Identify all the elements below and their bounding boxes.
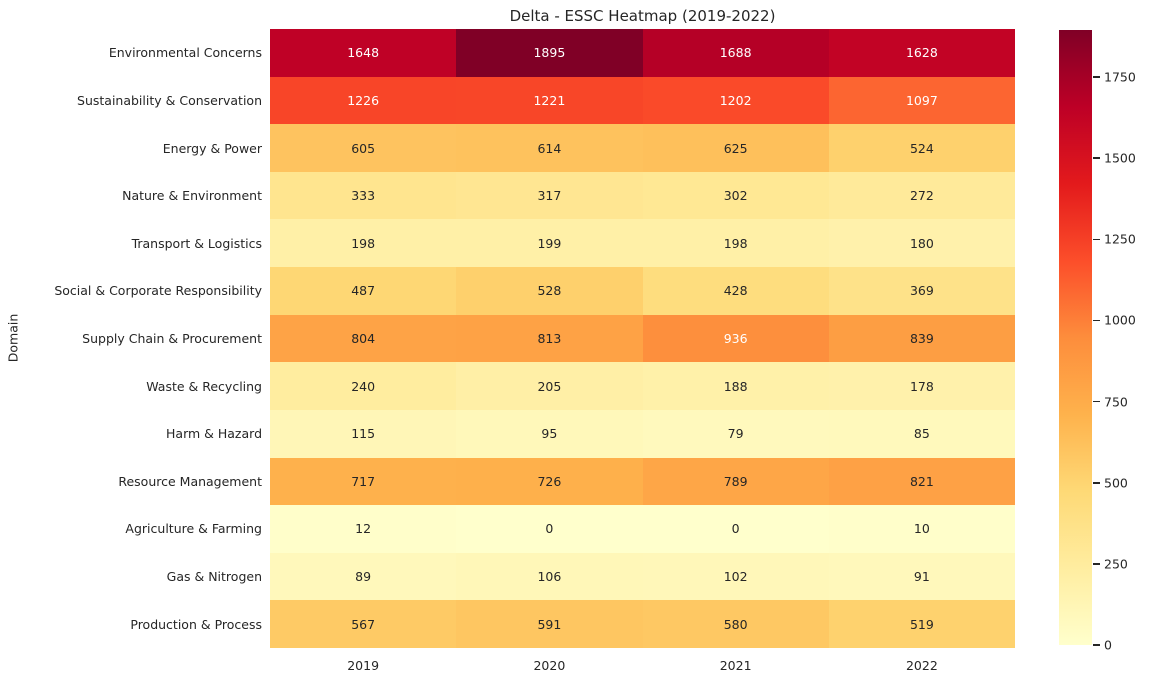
colorbar-tick-label: 1000 bbox=[1104, 312, 1136, 328]
heatmap-cell: 804 bbox=[270, 314, 457, 363]
colorbar-tick-label: 0 bbox=[1104, 637, 1112, 653]
heatmap-cell: 106 bbox=[456, 552, 643, 601]
y-tick-label: Gas & Nitrogen bbox=[166, 569, 262, 584]
heatmap-cell: 369 bbox=[828, 267, 1015, 315]
colorbar-gradient bbox=[1059, 30, 1092, 645]
y-tick-label: Production & Process bbox=[130, 616, 262, 632]
colorbar-tick-label: 250 bbox=[1104, 556, 1128, 572]
heatmap-cell: 524 bbox=[828, 124, 1015, 172]
heatmap-cell: 1648 bbox=[270, 29, 457, 77]
heatmap-grid: 1648 1895 1688 1628 1226 1221 1202 1097 605 614 62… bbox=[270, 29, 1015, 648]
heatmap-cell: 198 bbox=[642, 219, 829, 268]
heatmap-cell: 85 bbox=[828, 409, 1015, 458]
heatmap-cell: 115 bbox=[270, 409, 457, 458]
heatmap-cell: 91 bbox=[828, 552, 1015, 601]
x-tick-label: 2020 bbox=[533, 657, 566, 673]
heatmap-cell: 89 bbox=[270, 552, 457, 601]
heatmap-cell: 240 bbox=[270, 362, 457, 410]
heatmap-cell: 1202 bbox=[642, 76, 829, 125]
colorbar-tick-label: 1250 bbox=[1104, 231, 1136, 247]
colorbar-tick-label: 750 bbox=[1104, 394, 1128, 410]
colorbar-tick-mark bbox=[1093, 319, 1100, 322]
heatmap-cell: 717 bbox=[270, 457, 457, 506]
y-tick-label: Resource Management bbox=[118, 473, 262, 489]
heatmap-cell: 12 bbox=[270, 505, 457, 553]
heatmap-cell: 839 bbox=[828, 314, 1015, 363]
y-tick-label: Agriculture & Farming bbox=[125, 521, 262, 537]
x-tick-label: 2021 bbox=[719, 657, 752, 673]
heatmap-cell: 79 bbox=[642, 409, 829, 458]
heatmap-cell: 821 bbox=[828, 457, 1015, 506]
heatmap-cell: 1688 bbox=[642, 29, 829, 77]
heatmap-cell: 789 bbox=[642, 457, 829, 506]
chart-title: Delta - ESSC Heatmap (2019-2022) bbox=[509, 7, 776, 25]
y-tick-labels: Environmental Concerns Sustainability & C… bbox=[0, 29, 262, 648]
colorbar-tick-label: 500 bbox=[1104, 475, 1128, 491]
colorbar-tick-label: 1500 bbox=[1104, 150, 1136, 166]
y-tick-label: Nature & Environment bbox=[122, 188, 262, 204]
heatmap-cell: 605 bbox=[270, 124, 457, 172]
heatmap-cell: 813 bbox=[456, 314, 643, 363]
colorbar-tick-mark bbox=[1093, 644, 1100, 646]
colorbar-tick-label: 1750 bbox=[1104, 69, 1136, 85]
heatmap-cell: 614 bbox=[456, 124, 643, 172]
heatmap-cell: 317 bbox=[456, 171, 643, 220]
heatmap-cell: 580 bbox=[642, 600, 829, 648]
y-tick-label: Sustainability & Conservation bbox=[77, 92, 262, 108]
heatmap-cell: 625 bbox=[642, 124, 829, 172]
colorbar-tick-mark bbox=[1093, 400, 1100, 403]
colorbar-tick-mark bbox=[1093, 238, 1100, 241]
y-tick-label: Harm & Hazard bbox=[166, 426, 262, 442]
heatmap-cell: 333 bbox=[270, 171, 457, 220]
heatmap-cell: 726 bbox=[456, 457, 643, 506]
heatmap-cell: 199 bbox=[456, 219, 643, 268]
heatmap-cell: 0 bbox=[642, 505, 829, 553]
y-tick-label: Environmental Concerns bbox=[108, 45, 262, 61]
heatmap-cell: 0 bbox=[456, 505, 643, 553]
heatmap-cell: 302 bbox=[642, 171, 829, 220]
y-tick-label: Social & Corporate Responsibility bbox=[54, 283, 262, 299]
heatmap-cell: 272 bbox=[828, 171, 1015, 220]
heatmap-cell: 591 bbox=[456, 600, 643, 648]
heatmap-cell: 519 bbox=[828, 600, 1015, 648]
colorbar-tick-labels: 0 250 500 750 1000 1250 1500 1750 bbox=[1059, 30, 1149, 653]
y-tick-label: Energy & Power bbox=[162, 140, 262, 156]
colorbar-tick-mark bbox=[1093, 157, 1100, 159]
x-tick-label: 2022 bbox=[905, 657, 938, 673]
heatmap-cell: 95 bbox=[456, 409, 643, 458]
y-tick-label: Waste & Recycling bbox=[146, 378, 262, 394]
x-tick-label: 2019 bbox=[347, 657, 380, 673]
heatmap-cell: 528 bbox=[456, 267, 643, 315]
colorbar-tick-mark bbox=[1093, 481, 1100, 484]
heatmap-cell: 198 bbox=[270, 219, 457, 268]
heatmap-cell: 1097 bbox=[828, 76, 1015, 125]
x-tick-labels: 2019 2020 2021 2022 bbox=[270, 648, 1015, 682]
heatmap-cell: 1628 bbox=[828, 29, 1015, 77]
heatmap-cell: 487 bbox=[270, 267, 457, 315]
y-tick-label: Supply Chain & Procurement bbox=[82, 330, 262, 346]
colorbar-tick-mark bbox=[1093, 563, 1100, 565]
colorbar-tick-mark bbox=[1093, 76, 1100, 78]
heatmap-cell: 1226 bbox=[270, 76, 457, 125]
heatmap-cell: 102 bbox=[642, 552, 829, 601]
heatmap-cell: 178 bbox=[828, 362, 1015, 410]
heatmap-cell: 428 bbox=[642, 267, 829, 315]
heatmap-cell: 10 bbox=[828, 505, 1015, 553]
heatmap-cell: 567 bbox=[270, 600, 457, 648]
heatmap-cell: 188 bbox=[642, 362, 829, 410]
heatmap-cell: 1895 bbox=[456, 29, 643, 77]
heatmap-cell: 205 bbox=[456, 362, 643, 410]
y-tick-label: Transport & Logistics bbox=[131, 235, 262, 251]
heatmap-cell: 180 bbox=[828, 219, 1015, 268]
heatmap-cell: 1221 bbox=[456, 76, 643, 125]
heatmap-cell: 936 bbox=[642, 314, 829, 363]
